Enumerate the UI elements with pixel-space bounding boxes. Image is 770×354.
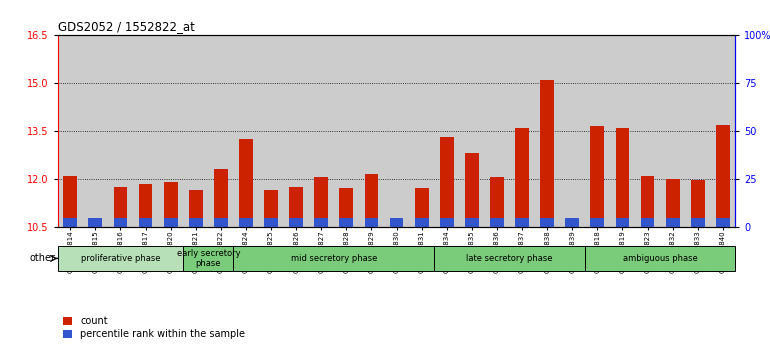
Bar bbox=[63, 218, 77, 227]
Bar bbox=[716, 125, 730, 227]
Text: ambiguous phase: ambiguous phase bbox=[623, 254, 698, 263]
Bar bbox=[541, 218, 554, 227]
Bar bbox=[189, 218, 203, 227]
Bar bbox=[565, 218, 579, 227]
Bar bbox=[314, 177, 328, 227]
Bar bbox=[239, 139, 253, 227]
Bar bbox=[214, 218, 228, 227]
Bar bbox=[164, 182, 178, 227]
Bar bbox=[691, 218, 705, 227]
Bar bbox=[591, 126, 604, 227]
Bar bbox=[615, 218, 629, 227]
Bar bbox=[89, 220, 102, 227]
Bar bbox=[515, 128, 529, 227]
Bar bbox=[490, 177, 504, 227]
Bar bbox=[716, 218, 730, 227]
Bar bbox=[641, 218, 654, 227]
Bar bbox=[340, 188, 353, 227]
Bar bbox=[264, 190, 278, 227]
Bar bbox=[214, 169, 228, 227]
Bar bbox=[139, 183, 152, 227]
Bar bbox=[541, 80, 554, 227]
Bar bbox=[290, 218, 303, 227]
Bar bbox=[390, 218, 403, 227]
Bar bbox=[415, 218, 429, 227]
Bar bbox=[139, 218, 152, 227]
Bar bbox=[114, 187, 127, 227]
Bar bbox=[691, 181, 705, 227]
Bar bbox=[515, 218, 529, 227]
Bar bbox=[189, 190, 203, 227]
Bar bbox=[314, 218, 328, 227]
Text: GDS2052 / 1552822_at: GDS2052 / 1552822_at bbox=[58, 20, 195, 33]
Bar bbox=[666, 179, 679, 227]
Bar bbox=[615, 128, 629, 227]
Bar bbox=[58, 246, 183, 271]
Bar bbox=[233, 246, 434, 271]
Legend: count, percentile rank within the sample: count, percentile rank within the sample bbox=[62, 316, 245, 339]
Bar bbox=[183, 246, 233, 271]
Bar bbox=[239, 218, 253, 227]
Text: proliferative phase: proliferative phase bbox=[81, 254, 160, 263]
Bar bbox=[364, 218, 378, 227]
Bar bbox=[465, 153, 479, 227]
Bar bbox=[415, 188, 429, 227]
Bar bbox=[390, 222, 403, 227]
Bar bbox=[114, 218, 127, 227]
Bar bbox=[264, 218, 278, 227]
Bar bbox=[89, 218, 102, 227]
Text: mid secretory phase: mid secretory phase bbox=[290, 254, 377, 263]
Bar bbox=[164, 218, 178, 227]
Bar bbox=[63, 176, 77, 227]
Bar bbox=[490, 218, 504, 227]
Bar bbox=[364, 174, 378, 227]
Bar bbox=[290, 187, 303, 227]
Bar bbox=[565, 222, 579, 227]
Text: other: other bbox=[29, 253, 55, 263]
Bar bbox=[340, 218, 353, 227]
Bar bbox=[641, 176, 654, 227]
Bar bbox=[465, 218, 479, 227]
Bar bbox=[440, 218, 454, 227]
Bar bbox=[584, 246, 735, 271]
Bar bbox=[434, 246, 584, 271]
Bar bbox=[591, 218, 604, 227]
Bar bbox=[440, 137, 454, 227]
Text: late secretory phase: late secretory phase bbox=[466, 254, 553, 263]
Text: early secretory
phase: early secretory phase bbox=[176, 249, 240, 268]
Bar bbox=[666, 218, 679, 227]
